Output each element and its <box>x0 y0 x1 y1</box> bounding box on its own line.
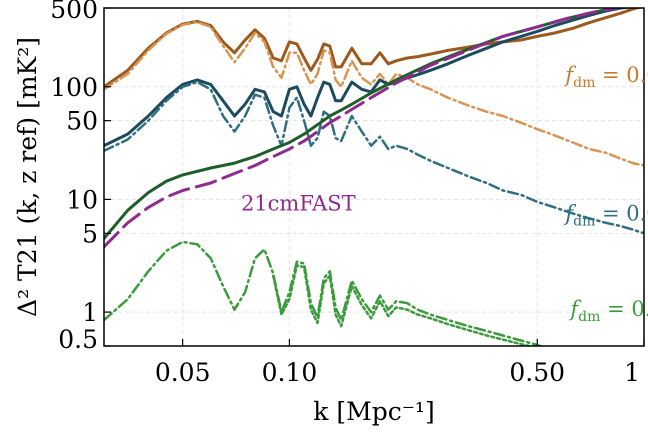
y-tick-label: 1 <box>82 298 98 327</box>
x-tick-label: 1 <box>624 358 640 387</box>
x-tick-label: 0.05 <box>155 358 211 387</box>
series-line-c03_dash <box>104 20 644 167</box>
annotations: fdm = 0.03fdm = 0.02fdm = 0.0121cmFAST <box>241 63 648 325</box>
x-tick-label: 0.10 <box>262 358 318 387</box>
series-line-c01_solid <box>104 8 626 240</box>
series-line-cm21 <box>104 8 626 249</box>
y-tick-label: 5 <box>82 219 98 248</box>
y-tick-label: 50 <box>66 107 98 136</box>
x-tick-label: 0.50 <box>509 358 565 387</box>
series-line-c02_solid <box>104 8 634 148</box>
series-layer <box>104 8 644 346</box>
annotation-symbol: f <box>563 201 576 225</box>
annotation-value: = 0.02 <box>595 201 648 225</box>
annotation-subscript: dm <box>573 75 595 91</box>
annotation-value: = 0.01 <box>600 297 648 321</box>
y-tick-label: 10 <box>66 185 98 214</box>
y-tick-label: 0.5 <box>58 325 98 354</box>
y-tick-label: 100 <box>50 73 98 102</box>
annotation-label003: fdm = 0.03 <box>563 63 648 91</box>
annotation-label001: fdm = 0.01 <box>568 297 648 325</box>
y-axis: 0.51 5 10 50 100 500 <box>50 0 111 354</box>
annotation-label21cm: 21cmFAST <box>241 191 356 215</box>
y-axis-title: Δ² T21 (k, z ref) [mK²] <box>13 37 42 317</box>
annotation-subscript: dm <box>573 213 595 229</box>
annotation-value: = 0.03 <box>595 63 648 87</box>
annotation-label002: fdm = 0.02 <box>563 201 648 229</box>
plot-frame <box>103 7 645 347</box>
y-tick-label: 500 <box>50 0 98 24</box>
annotation-subscript: dm <box>578 309 600 325</box>
annotation-symbol: f <box>568 297 581 321</box>
x-axis: 0.05 0.10 0.50 1 <box>155 339 645 387</box>
series-line-c01_dash <box>104 240 545 346</box>
series-line-c01_dot <box>271 264 535 346</box>
series-line-c03_solid <box>104 8 643 89</box>
series-line-c02_dash <box>104 80 644 235</box>
annotation-symbol: f <box>563 63 576 87</box>
x-axis-title: k [Mpc⁻¹] <box>313 397 434 426</box>
